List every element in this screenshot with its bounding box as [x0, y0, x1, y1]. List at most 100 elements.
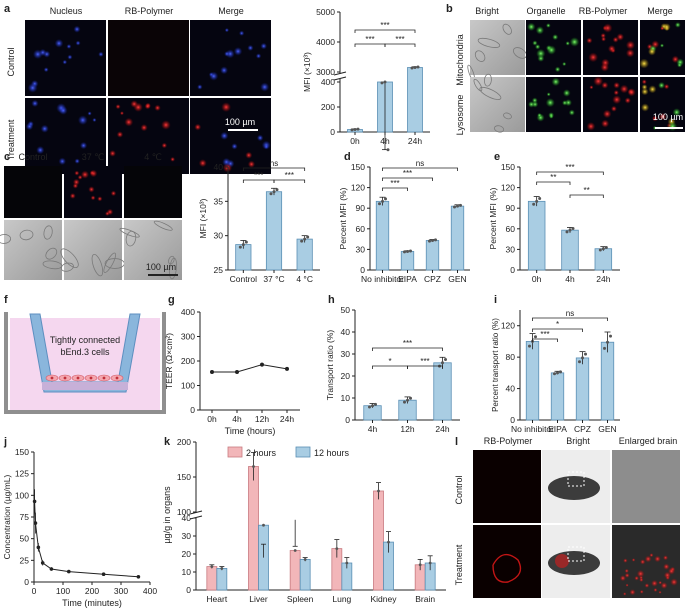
c-tile-fluor-spot — [89, 170, 95, 176]
c-chart-y-tick-label: 35 — [214, 196, 224, 206]
b-tile-spot — [527, 22, 536, 32]
a-chart-sig-bracket — [354, 29, 416, 33]
d-chart-sig-bracket — [382, 187, 408, 191]
a-chart-point — [413, 66, 417, 69]
b-tile-spot — [603, 23, 613, 33]
l-brain-outline — [492, 553, 522, 583]
a-chart-x-tick-label: 4h — [380, 136, 390, 146]
a-tile-spot — [40, 124, 49, 133]
b-tile-spot — [625, 48, 635, 58]
d-chart-point — [428, 239, 431, 243]
i-chart-point — [603, 346, 606, 350]
c-chart-x-tick-label: 37 °C — [263, 274, 284, 284]
k-point — [387, 540, 390, 544]
a-tile-spot — [198, 159, 207, 168]
c-tile-fluor-empty — [4, 166, 62, 218]
b-tile-cell — [473, 78, 483, 92]
f-cell-nucleus — [63, 376, 67, 380]
d-chart-x-tick-label: GEN — [448, 274, 466, 284]
d-chart-y-tick-label: 120 — [351, 183, 365, 193]
k-y-tick-label: 0 — [186, 585, 191, 595]
b-row-mitochondria: Mitochondria — [455, 34, 465, 86]
a-chart-x-tick-label: 0h — [350, 136, 360, 146]
c-chart-point — [269, 192, 273, 196]
b-tile — [470, 77, 525, 132]
k-y-tick-label: 40 — [182, 513, 192, 523]
c-chart-y-tick-label: 40 — [214, 162, 224, 172]
j-x-tick-label: 400 — [143, 586, 157, 596]
d-chart-point — [403, 250, 406, 254]
d-chart-sig-label: *** — [390, 179, 399, 188]
i-chart-sig-label: ns — [566, 309, 574, 318]
c-chart-point — [300, 239, 304, 243]
k-point — [293, 549, 297, 552]
l-enlarged-spot — [670, 578, 678, 586]
f-text-line1: Tightly connected — [50, 335, 120, 345]
b-tile-cell — [474, 50, 486, 62]
transwell-diagram: Tightly connected bEnd.3 cells — [4, 312, 166, 414]
i-chart-bar — [525, 341, 540, 421]
a-tile-spot — [245, 151, 253, 159]
k-y-tick-label: 20 — [182, 549, 192, 559]
a-col-nucleus: Nucleus — [50, 6, 83, 16]
l-col-enlarged-brain: Enlarged brain — [619, 436, 678, 446]
panel-label-b: b — [446, 3, 453, 15]
c-chart-x-tick-label: Control — [230, 274, 258, 284]
e-chart-sig-bracket — [536, 171, 604, 175]
d-chart-y-tick-label: 30 — [356, 244, 366, 254]
transwell-insert — [29, 313, 141, 393]
k-point — [418, 563, 422, 567]
g-point — [285, 366, 289, 371]
b-col-organelle: Organelle — [526, 6, 565, 16]
a-tile-spot — [54, 38, 64, 48]
j-y-tick-label: 75 — [20, 512, 30, 522]
b-tile-spot — [607, 44, 616, 53]
e-chart-point — [532, 202, 536, 206]
b-tile-spot — [613, 89, 619, 96]
c-chart-sig-label: ns — [270, 159, 278, 168]
a-chart-bar — [407, 67, 423, 133]
a-tile-spot — [247, 44, 254, 51]
a-tile-spot — [109, 150, 116, 157]
panel-label-g: g — [168, 294, 175, 306]
c-col-37c: 37 ℃ — [82, 152, 105, 162]
c-chart-point — [238, 245, 242, 249]
e-chart-point — [601, 247, 605, 251]
f-cell-nucleus — [102, 376, 106, 380]
l-enlarged-spot — [623, 592, 627, 596]
i-chart-point — [556, 371, 559, 375]
a-tile-spot — [130, 100, 138, 108]
j-x-tick-label: 100 — [56, 586, 70, 596]
a-axis-break-gap — [334, 74, 346, 79]
a-tile-spot — [161, 120, 171, 130]
c-tile-bright-cell — [125, 230, 137, 247]
a-tile-spot — [25, 122, 34, 131]
d-chart-sig-bracket — [382, 167, 458, 171]
e-chart-point — [571, 227, 575, 231]
c-tile-fluor-spot — [88, 186, 95, 193]
b-tile-cell — [477, 37, 501, 48]
b-tile-spot — [639, 58, 650, 69]
a-tile-spot — [31, 99, 39, 108]
a-tile-spot — [124, 117, 134, 127]
a-tile-spot — [154, 104, 161, 112]
d-chart-point — [431, 238, 434, 242]
c-tile-fluor-spot — [74, 170, 80, 176]
e-chart-sig-bracket — [536, 181, 571, 185]
k-point — [210, 565, 214, 568]
j-x-tick-label: 300 — [114, 586, 128, 596]
c-chart-sig-bracket — [273, 179, 306, 183]
h-chart-sig-label: *** — [403, 339, 412, 348]
l-enlarged-spot — [625, 583, 629, 587]
k-point — [377, 489, 380, 493]
b-tile-spot — [624, 97, 631, 104]
c-chart-sig-bracket — [242, 167, 306, 171]
a-tile-spot — [58, 157, 67, 166]
a-chart-point — [416, 65, 420, 69]
e-chart-sig-bracket — [569, 194, 604, 198]
d-chart-point — [384, 197, 387, 201]
d-chart-x-tick-label: No inhibitor — [361, 274, 404, 284]
chart-g-teer: 0 100 200 300 400 0h 4h 12h 24h Time (hours) TEER … — [164, 294, 300, 436]
h-chart-sig-label: *** — [420, 357, 429, 366]
